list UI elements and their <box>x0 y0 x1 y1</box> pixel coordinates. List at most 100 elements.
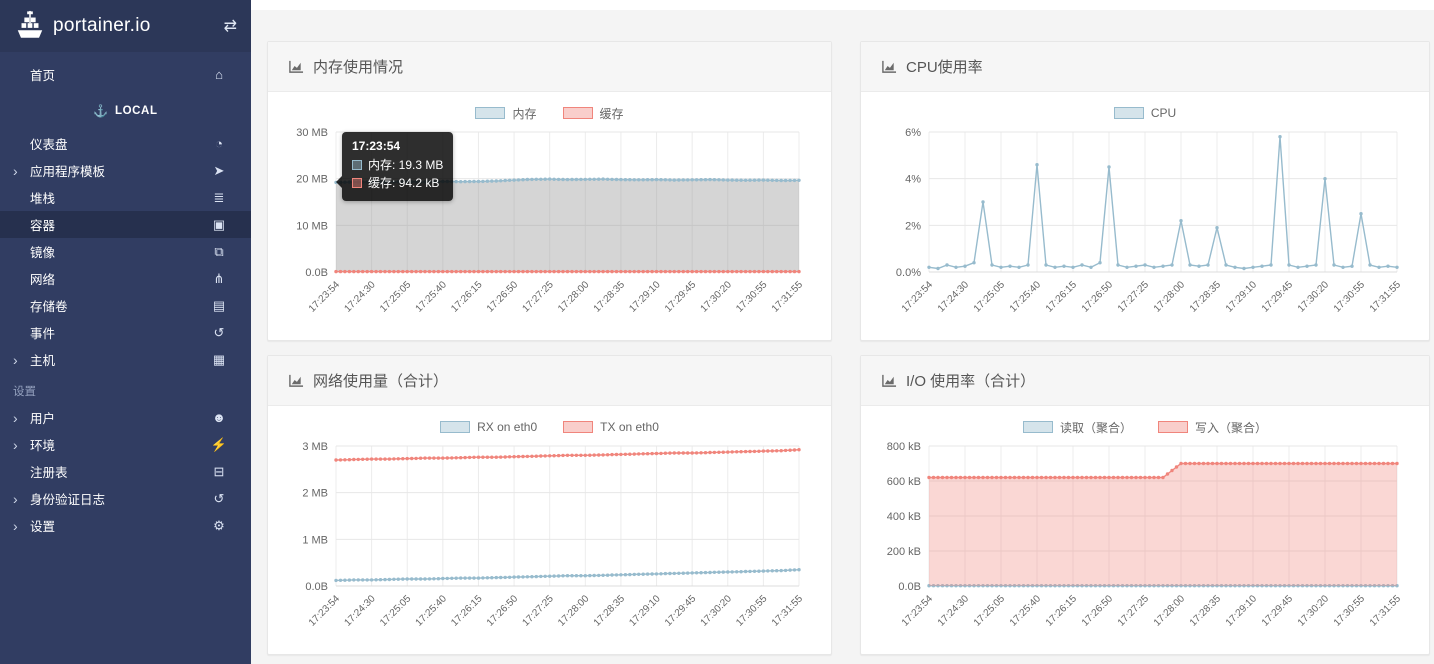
sidebar-item-home[interactable]: 首页 ⌂ <box>0 58 251 90</box>
legend-key-swatch <box>1158 421 1188 433</box>
io-usage-chart[interactable]: 17:23:54 17:24:30 17:25:05 17:25:40 17:26:15… <box>879 438 1411 642</box>
tooltip-value: 内存: 19.3 MB <box>368 158 444 173</box>
sidebar-item-volumes[interactable]: 存储卷 ▤ <box>0 292 251 319</box>
legend-key-swatch <box>475 107 506 119</box>
cube-icon: ▣ <box>212 216 226 232</box>
svg-text:3 MB: 3 MB <box>302 441 328 453</box>
legend-item[interactable]: 写入（聚合） <box>1158 419 1267 436</box>
area-chart-icon <box>289 374 304 387</box>
svg-text:1 MB: 1 MB <box>302 534 328 546</box>
page-top-strip <box>251 0 1434 10</box>
network-usage-chart[interactable]: 17:23:54 17:24:30 17:25:05 17:25:40 17:26:15… <box>286 438 813 642</box>
svg-text:17:29:10: 17:29:10 <box>1224 279 1260 315</box>
svg-text:17:25:05: 17:25:05 <box>378 593 414 629</box>
io-usage-svg: 17:23:54 17:24:30 17:25:05 17:25:40 17:26:15… <box>887 441 1404 629</box>
network-usage-panel: 网络使用量（合计） RX on eth0 TX on eth0 17:23:54 1… <box>267 355 832 655</box>
svg-text:17:29:10: 17:29:10 <box>627 593 663 629</box>
svg-text:17:28:35: 17:28:35 <box>592 593 628 629</box>
svg-text:17:26:15: 17:26:15 <box>449 279 485 315</box>
sidebar-item-label: 堆栈 <box>30 192 56 206</box>
memory-panel-body: 内存 缓存 17:23:54 17:24:30 17:25:05 17:25:40 17:… <box>268 92 831 340</box>
sidebar-item-settings[interactable]: › 设置 ⚙ <box>0 512 251 539</box>
io-chart-legend: 读取（聚合） 写入（聚合） <box>879 418 1411 436</box>
network-panel-body: RX on eth0 TX on eth0 17:23:54 17:24:30 17:… <box>268 406 831 654</box>
io-panel-header: I/O 使用率（合计） <box>861 356 1429 406</box>
svg-text:17:29:45: 17:29:45 <box>1260 593 1296 629</box>
svg-text:17:26:15: 17:26:15 <box>449 593 485 629</box>
svg-text:17:30:55: 17:30:55 <box>1332 593 1368 629</box>
svg-text:17:26:50: 17:26:50 <box>485 279 521 315</box>
cpu-usage-panel: CPU使用率 CPU 17:23:54 17:24:30 17:25:05 17:25… <box>860 41 1430 341</box>
svg-text:800 kB: 800 kB <box>887 441 921 453</box>
sidebar-item-events[interactable]: 事件 ↺ <box>0 319 251 346</box>
sidebar-item-users[interactable]: › 用户 ☻ <box>0 404 251 431</box>
cpu-panel-header: CPU使用率 <box>861 42 1429 92</box>
sidebar-item-app-templates[interactable]: › 应用程序模板 ➤ <box>0 157 251 184</box>
svg-text:17:24:30: 17:24:30 <box>936 593 972 629</box>
legend-item[interactable]: 缓存 <box>562 105 624 122</box>
tooltip-value: 缓存: 94.2 kB <box>368 176 440 191</box>
svg-text:17:31:55: 17:31:55 <box>770 279 806 315</box>
sidebar-item-containers[interactable]: 容器 ▣ <box>0 211 251 238</box>
sidebar-item-environments[interactable]: › 环境 ⚡ <box>0 431 251 458</box>
chart-tooltip: 17:23:54 内存: 19.3 MB 缓存: 94.2 kB <box>335 132 454 201</box>
area-chart-icon <box>882 374 897 387</box>
sidebar-item-networks[interactable]: 网络 ⋔ <box>0 265 251 292</box>
sidebar-item-label: 容器 <box>30 219 56 233</box>
svg-text:17:30:55: 17:30:55 <box>734 279 770 315</box>
database-icon: ⊟ <box>213 463 225 479</box>
svg-text:2 MB: 2 MB <box>302 488 328 500</box>
sidebar-item-registries[interactable]: 注册表 ⊟ <box>0 458 251 485</box>
legend-label: 写入（聚合） <box>1195 420 1268 435</box>
svg-text:17:30:20: 17:30:20 <box>1296 593 1332 629</box>
svg-text:17:29:10: 17:29:10 <box>1224 593 1260 629</box>
svg-text:17:25:40: 17:25:40 <box>414 279 450 315</box>
sidebar-item-label: 仪表盘 <box>30 138 68 152</box>
plug-icon: ⚡ <box>210 436 228 452</box>
legend-item[interactable]: CPU <box>1113 106 1177 120</box>
legend-item[interactable]: 内存 <box>475 105 537 122</box>
legend-label: CPU <box>1150 106 1177 120</box>
main-content: 内存使用情况 内存 缓存 17:23:54 17:24:30 17:25:05 17:2… <box>251 0 1434 664</box>
svg-text:17:28:00: 17:28:00 <box>556 279 592 315</box>
cpu-usage-chart[interactable]: 17:23:54 17:24:30 17:25:05 17:25:40 17:26:15… <box>879 124 1411 328</box>
tooltip-rows: 内存: 19.3 MB 缓存: 94.2 kB <box>352 157 443 191</box>
endpoint-name: LOCAL <box>114 105 158 117</box>
sidebar-collapse-icon[interactable]: ⇄ <box>223 18 237 35</box>
svg-text:17:25:05: 17:25:05 <box>972 279 1008 315</box>
svg-text:17:29:45: 17:29:45 <box>663 593 699 629</box>
chevron-right-icon: › <box>13 490 18 507</box>
svg-text:17:27:25: 17:27:25 <box>521 279 557 315</box>
portainer-logo-icon <box>17 10 43 38</box>
sidebar-item-auth-logs[interactable]: › 身份验证日志 ↺ <box>0 485 251 512</box>
tooltip-key-swatch <box>352 160 362 171</box>
legend-item[interactable]: 读取（聚合） <box>1022 419 1132 436</box>
svg-text:600 kB: 600 kB <box>887 476 921 488</box>
chevron-right-icon: › <box>13 162 18 179</box>
legend-item[interactable]: TX on eth0 <box>563 420 659 434</box>
sidebar-item-stacks[interactable]: 堆栈 ≣ <box>0 184 251 211</box>
sidebar-item-label: 镜像 <box>30 246 56 260</box>
svg-text:17:29:45: 17:29:45 <box>1260 279 1296 315</box>
svg-text:17:25:40: 17:25:40 <box>1008 279 1044 315</box>
svg-text:17:28:35: 17:28:35 <box>1188 593 1224 629</box>
legend-key-swatch <box>1113 107 1144 119</box>
svg-text:17:23:54: 17:23:54 <box>307 593 343 629</box>
panel-title: 网络使用量（合计） <box>313 373 449 390</box>
chevron-right-icon: › <box>13 409 18 426</box>
sidebar-item-dashboard[interactable]: 仪表盘 ◔ <box>0 130 251 157</box>
svg-text:17:26:15: 17:26:15 <box>1044 279 1080 315</box>
panel-title: I/O 使用率（合计） <box>906 373 1036 390</box>
sidebar-item-label: 环境 <box>30 439 56 453</box>
sidebar: portainer.io ⇄ 首页 ⌂ ⚓ LOCAL 仪表盘 ◔ › 应用程序模板 ➤… <box>0 0 251 664</box>
svg-text:0.0B: 0.0B <box>305 267 328 279</box>
svg-text:4%: 4% <box>905 174 921 186</box>
legend-item[interactable]: RX on eth0 <box>440 420 537 434</box>
sidebar-item-host[interactable]: › 主机 ▦ <box>0 346 251 373</box>
sidebar-item-images[interactable]: 镜像 ⧉ <box>0 238 251 265</box>
chevron-right-icon: › <box>13 517 18 534</box>
svg-text:200 kB: 200 kB <box>887 546 921 558</box>
history-icon: ↺ <box>213 490 225 506</box>
cpu-chart-legend: CPU <box>879 104 1411 122</box>
sidebar-menu-settings: › 用户 ☻ › 环境 ⚡ 注册表 ⊟ › 身份验证日志 ↺ › 设置 ⚙ <box>0 404 251 539</box>
